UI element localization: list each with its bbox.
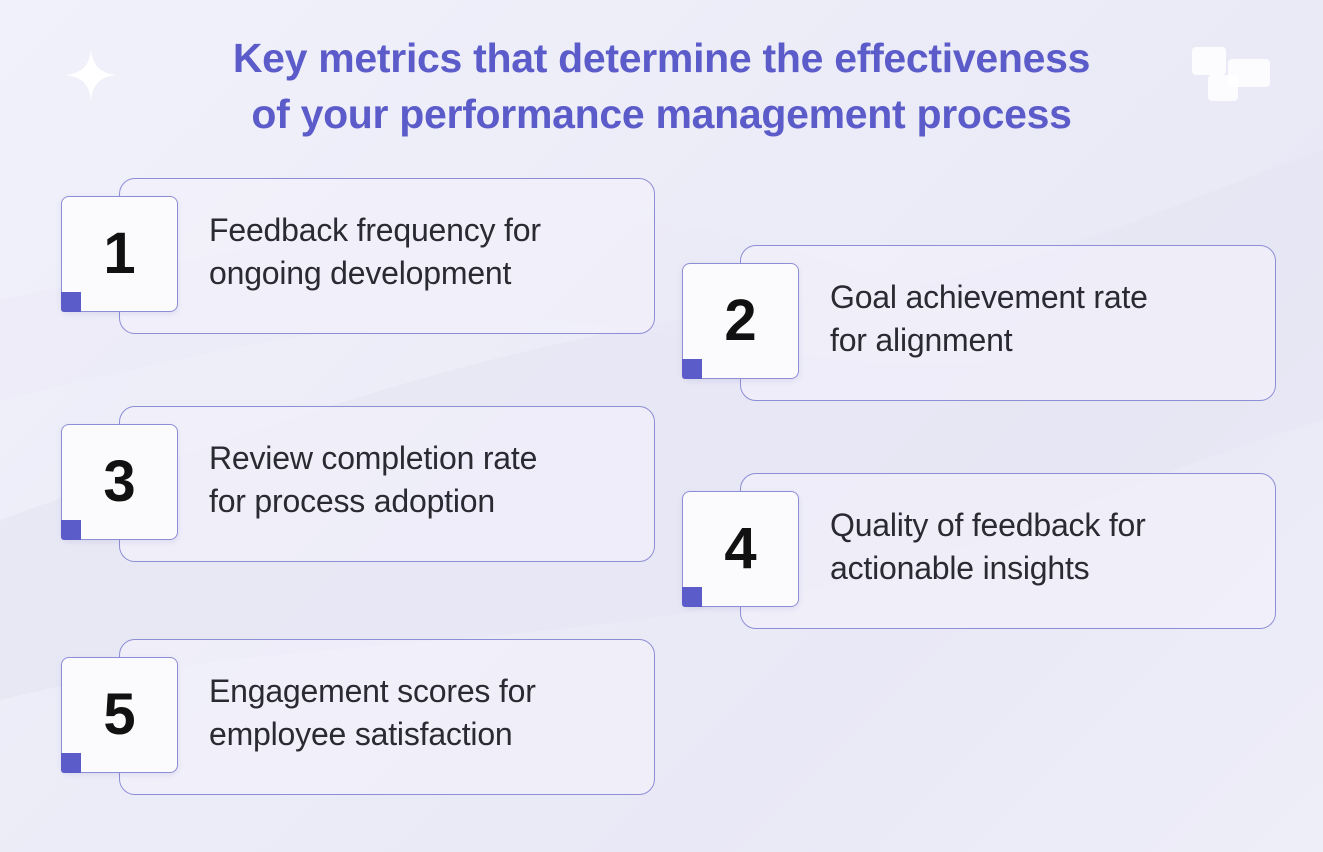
metric-card-3: 3 Review completion rate for process ado… xyxy=(61,406,655,564)
title-line-2: of your performance management process xyxy=(251,91,1072,137)
blocks-icon xyxy=(1192,47,1270,101)
corner-accent xyxy=(61,753,81,773)
metric-number-box: 5 xyxy=(61,657,178,773)
metric-card-frame xyxy=(119,406,655,562)
metric-label-line-1: Goal achievement rate xyxy=(830,279,1148,315)
metric-number-box: 1 xyxy=(61,196,178,312)
metric-number: 3 xyxy=(103,449,136,514)
metric-label-line-2: for process adoption xyxy=(209,483,495,519)
metric-card-frame xyxy=(119,178,655,334)
page-title: Key metrics that determine the effective… xyxy=(0,30,1323,142)
metric-label-line-1: Quality of feedback for xyxy=(830,507,1146,543)
metric-label: Goal achievement rate for alignment xyxy=(830,276,1260,362)
metric-card-frame xyxy=(740,473,1276,629)
corner-accent xyxy=(61,292,81,312)
metric-label-line-2: actionable insights xyxy=(830,550,1090,586)
corner-accent xyxy=(61,520,81,540)
metric-number: 5 xyxy=(103,682,136,747)
metric-label-line-2: employee satisfaction xyxy=(209,716,513,752)
sparkle-icon xyxy=(66,50,116,100)
metric-label-line-2: for alignment xyxy=(830,322,1013,358)
metric-label-line-1: Feedback frequency for xyxy=(209,212,541,248)
metric-label: Review completion rate for process adopt… xyxy=(209,437,639,523)
metric-card-5: 5 Engagement scores for employee satisfa… xyxy=(61,639,655,797)
metric-card-frame xyxy=(740,245,1276,401)
metric-label-line-2: ongoing development xyxy=(209,255,512,291)
title-line-1: Key metrics that determine the effective… xyxy=(232,35,1091,81)
metric-label: Quality of feedback for actionable insig… xyxy=(830,504,1260,590)
corner-accent xyxy=(682,587,702,607)
metric-number: 2 xyxy=(724,288,757,353)
metric-label: Feedback frequency for ongoing developme… xyxy=(209,209,639,295)
metric-number: 4 xyxy=(724,516,757,581)
metric-label: Engagement scores for employee satisfact… xyxy=(209,670,639,756)
metric-number-box: 3 xyxy=(61,424,178,540)
metric-number-box: 2 xyxy=(682,263,799,379)
metric-card-2: 2 Goal achievement rate for alignment xyxy=(682,245,1276,403)
metric-card-1: 1 Feedback frequency for ongoing develop… xyxy=(61,178,655,336)
metric-label-line-1: Review completion rate xyxy=(209,440,538,476)
metric-number-box: 4 xyxy=(682,491,799,607)
metric-label-line-1: Engagement scores for xyxy=(209,673,536,709)
metric-card-frame xyxy=(119,639,655,795)
metric-card-4: 4 Quality of feedback for actionable ins… xyxy=(682,473,1276,631)
corner-accent xyxy=(682,359,702,379)
metric-number: 1 xyxy=(103,221,136,286)
